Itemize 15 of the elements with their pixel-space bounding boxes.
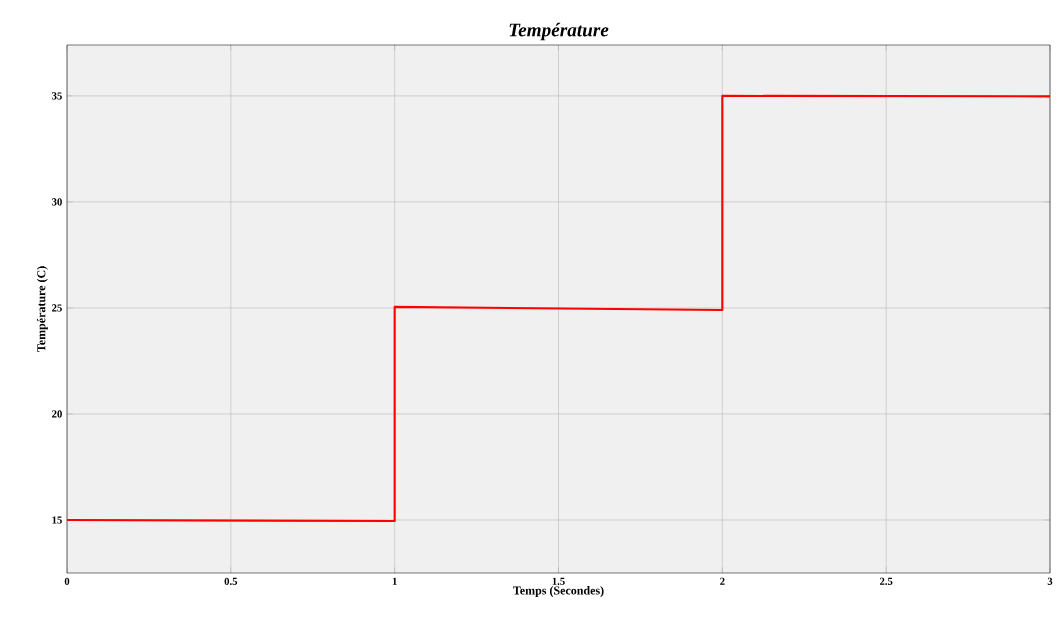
y-tick-label: 30 — [52, 198, 62, 206]
x-tick-label: 0.5 — [224, 577, 238, 585]
x-tick-label: 1 — [392, 577, 397, 585]
x-axis-title: Temps (Secondes) — [513, 586, 604, 597]
y-tick-label: 20 — [52, 410, 62, 418]
x-tick-label: 3 — [1047, 577, 1053, 585]
y-tick-label: 25 — [52, 304, 62, 312]
y-tick-label: 15 — [52, 516, 62, 524]
y-axis-title: Température (C) — [36, 266, 48, 352]
x-tick-label: 2 — [720, 577, 725, 585]
x-tick-label: 1.5 — [552, 577, 565, 585]
x-tick-label: 0 — [64, 577, 70, 585]
chart-title: Température — [509, 22, 609, 41]
y-tick-label: 35 — [52, 92, 62, 100]
x-tick-label: 2.5 — [879, 577, 893, 585]
